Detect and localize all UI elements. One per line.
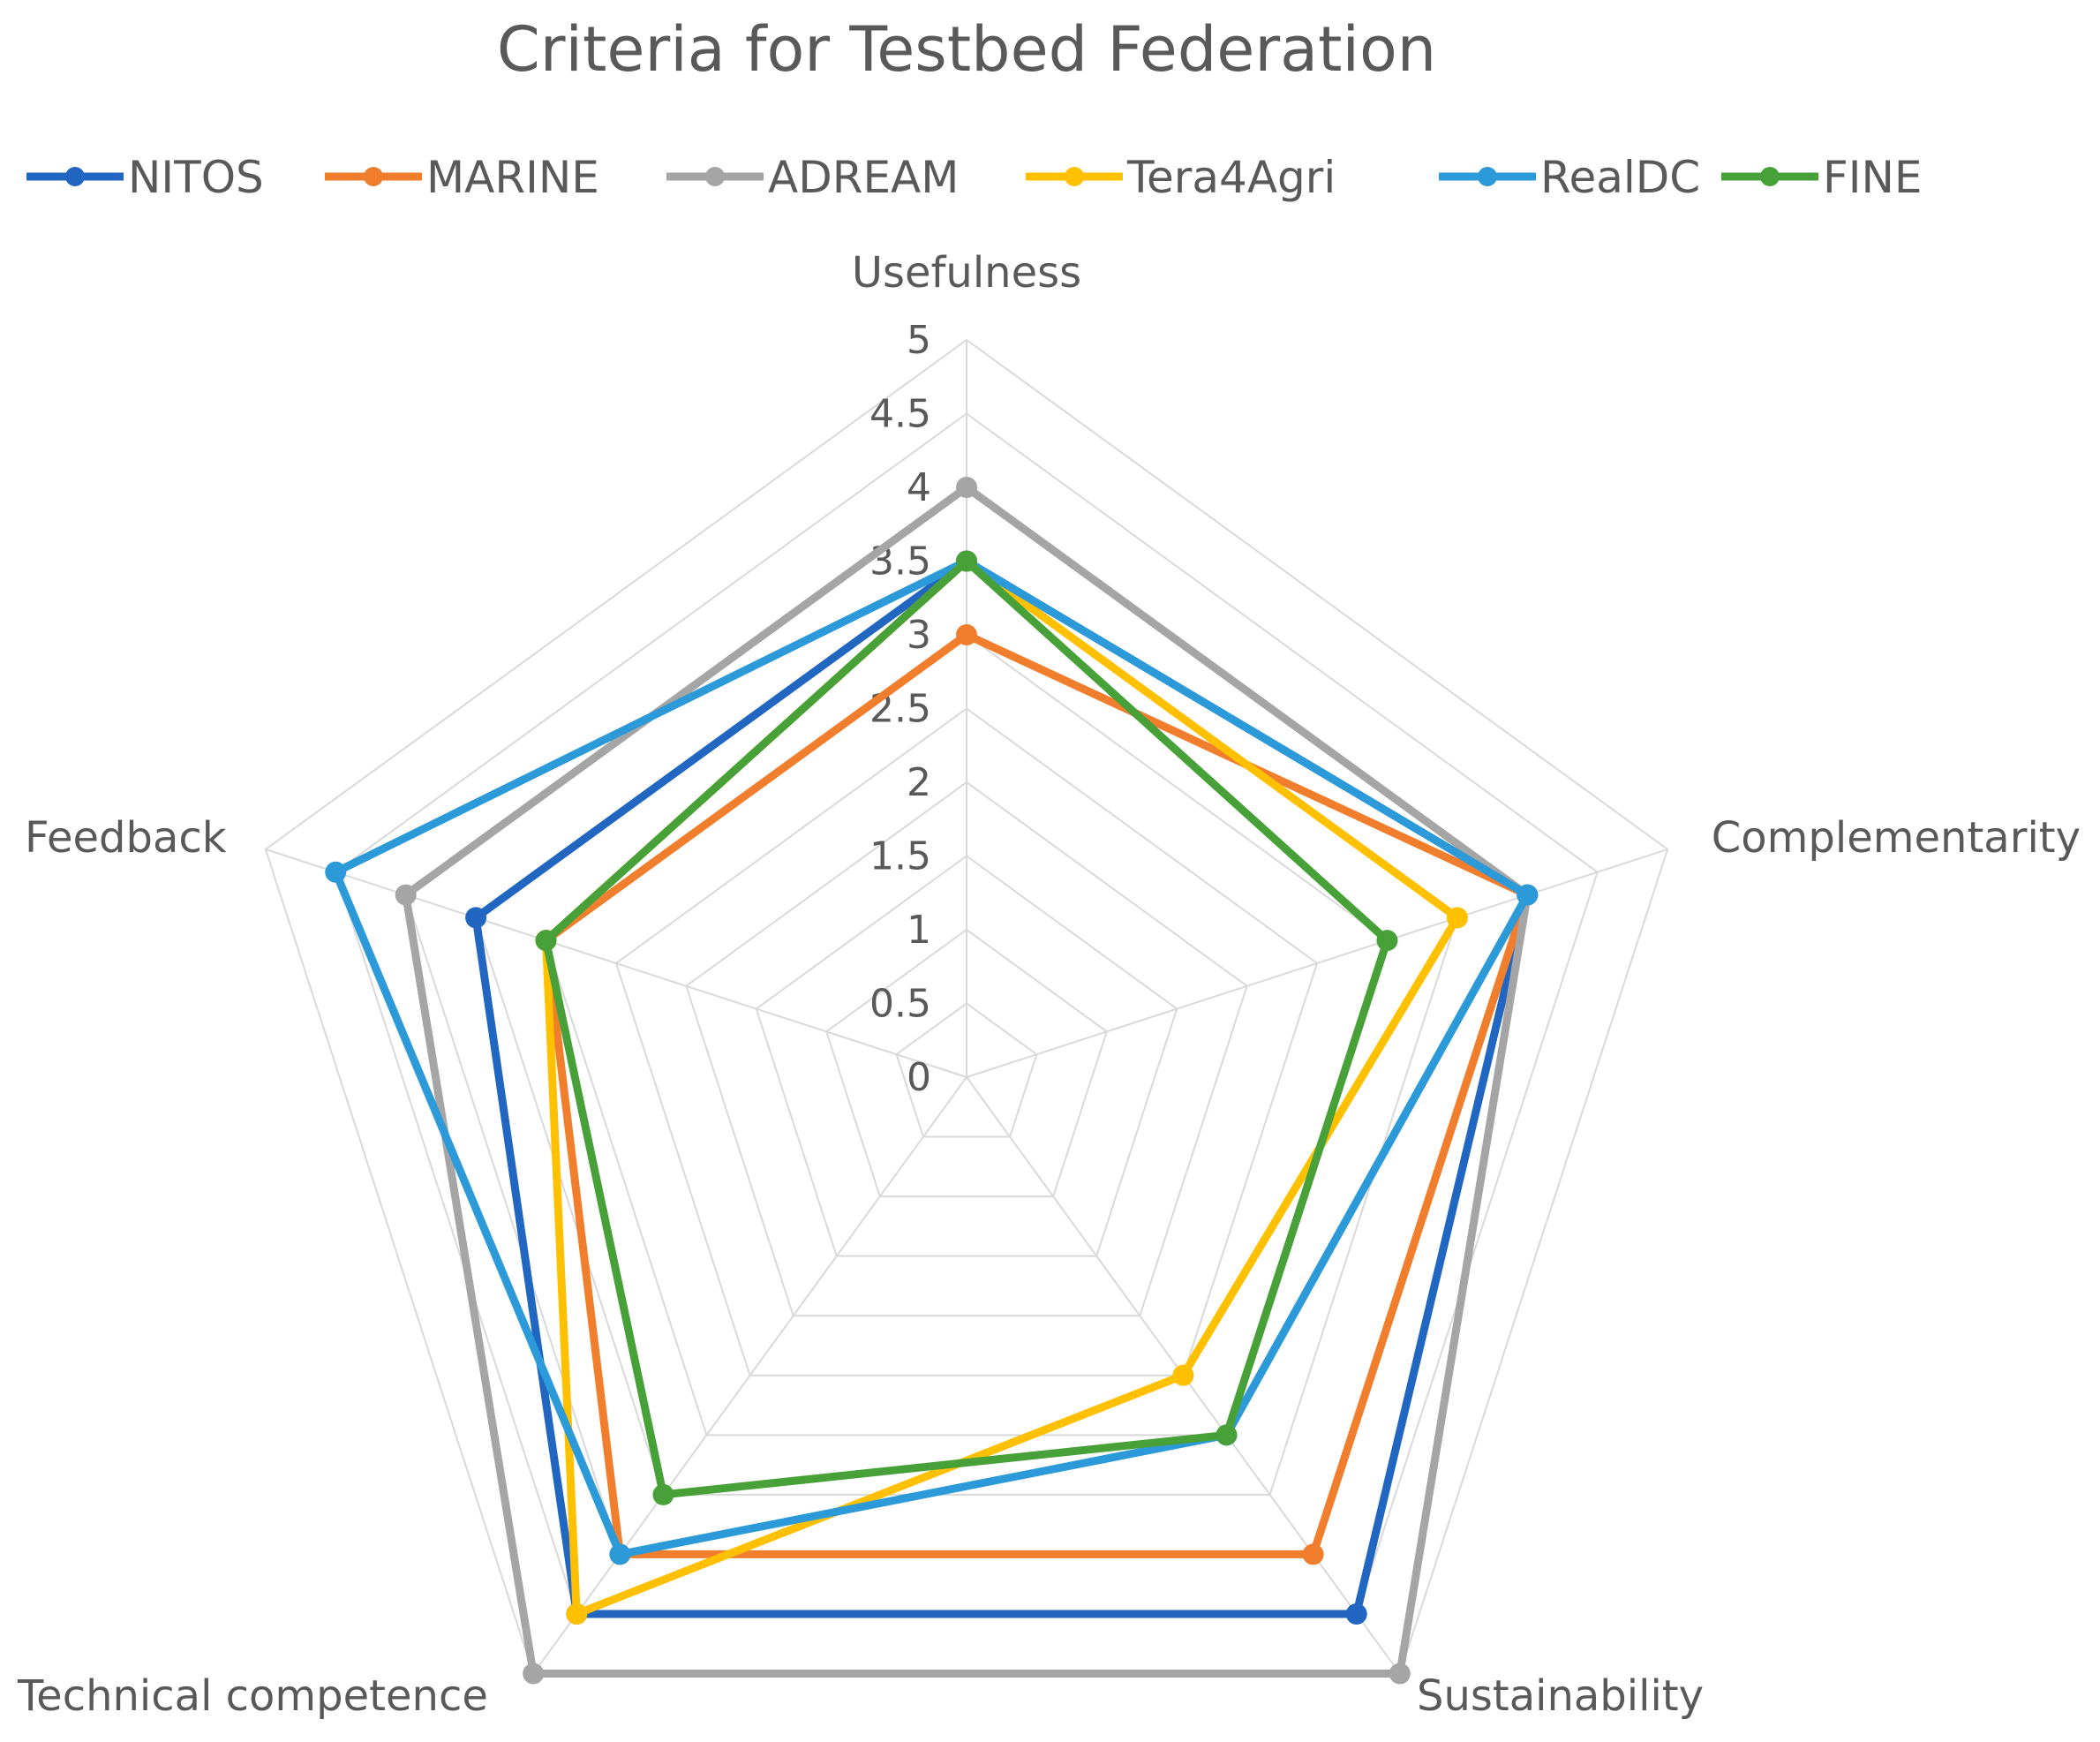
- data-point-realdc-feedback: [325, 861, 347, 883]
- category-label-sustainability: Sustainability: [1417, 1671, 1704, 1721]
- legend-item-adream: ADREAM: [666, 152, 959, 203]
- legend: NITOS MARINE ADREAM Tera4Agri RealDC FINE: [26, 152, 1923, 203]
- data-point-fine-technical-competence: [652, 1483, 674, 1505]
- series-line-adream: [402, 483, 1532, 1678]
- tick-label: 0: [907, 1055, 931, 1100]
- legend-marker: [1478, 167, 1497, 186]
- grid-ring-5: [614, 707, 1319, 1376]
- grid-ring-4: [685, 781, 1248, 1317]
- data-point-nitos-sustainability: [1345, 1602, 1367, 1625]
- legend-item-marine: MARINE: [325, 152, 599, 203]
- legend-marker: [364, 167, 383, 186]
- tick-label: 2: [907, 760, 931, 805]
- data-point-adream-feedback: [395, 884, 417, 906]
- legend-item-nitos: NITOS: [26, 152, 264, 203]
- legend-marker: [65, 167, 85, 186]
- grid-spoke-feedback: [265, 848, 967, 1078]
- tick-label: 2.5: [869, 687, 931, 732]
- tick-label: 1: [907, 908, 931, 953]
- grid-ring-1: [895, 1002, 1038, 1138]
- grid-spoke-complementarity: [966, 848, 1668, 1078]
- data-point-tera4agri-technical-competence: [566, 1602, 588, 1625]
- series-realdc: [325, 550, 1539, 1565]
- category-label-usefulness: Usefulness: [852, 248, 1081, 298]
- data-point-adream-technical-competence: [523, 1663, 545, 1685]
- data-point-fine-usefulness: [956, 550, 977, 572]
- tick-label: 4: [907, 465, 931, 510]
- legend-label: RealDC: [1540, 152, 1700, 203]
- radial-ticks: 0 0.5 1 1.5 2 2.5 3 3.5 4 4.5 5: [869, 318, 931, 1100]
- grid-ring-3: [755, 855, 1178, 1257]
- radar-grid: [264, 338, 1669, 1675]
- data-point-adream-sustainability: [1389, 1663, 1411, 1685]
- legend-item-realdc: RealDC: [1439, 152, 1700, 203]
- tick-label: 1.5: [869, 834, 931, 879]
- data-point-tera4agri-complementarity: [1446, 907, 1468, 929]
- series-tera4agri: [535, 550, 1468, 1625]
- data-point-marine-sustainability: [1302, 1543, 1324, 1565]
- grid-spoke-technical-competence: [532, 1076, 967, 1675]
- series-fine: [535, 550, 1398, 1505]
- data-point-tera4agri-sustainability: [1172, 1364, 1194, 1386]
- data-point-adream-usefulness: [956, 477, 977, 498]
- legend-label: FINE: [1823, 152, 1923, 203]
- series-line-fine: [542, 557, 1391, 1499]
- tick-label: 3: [907, 613, 931, 658]
- tick-label: 0.5: [869, 982, 931, 1027]
- legend-label: MARINE: [426, 152, 599, 203]
- category-label-feedback: Feedback: [25, 813, 227, 863]
- data-point-nitos-feedback: [465, 907, 487, 929]
- series-line-realdc: [331, 557, 1532, 1558]
- grid-ring-2: [824, 928, 1109, 1198]
- legend-label: Tera4Agri: [1126, 152, 1336, 203]
- series-line-marine: [542, 630, 1532, 1558]
- legend-marker: [705, 167, 725, 186]
- legend-item-fine: FINE: [1721, 152, 1923, 203]
- data-point-fine-complementarity: [1376, 930, 1398, 952]
- tick-label: 3.5: [869, 539, 931, 584]
- legend-marker: [1065, 167, 1084, 186]
- category-labels: Usefulness Complementarity Sustainability T…: [17, 248, 2081, 1721]
- legend-label: ADREAM: [768, 152, 959, 203]
- legend-item-tera4agri: Tera4Agri: [1026, 152, 1336, 203]
- series-lines: [325, 477, 1539, 1685]
- data-point-marine-usefulness: [956, 624, 977, 645]
- data-point-realdc-technical-competence: [609, 1543, 631, 1565]
- tick-label: 4.5: [869, 392, 931, 437]
- category-label-technical-competence: Technical competence: [17, 1671, 488, 1721]
- data-point-fine-feedback: [535, 930, 557, 952]
- series-adream: [395, 477, 1539, 1685]
- category-label-complementarity: Complementarity: [1712, 813, 2081, 863]
- chart-title: Criteria for Testbed Federation: [497, 13, 1436, 86]
- data-point-realdc-complementarity: [1517, 884, 1539, 906]
- tick-label: 5: [907, 318, 931, 363]
- legend-marker: [1760, 167, 1780, 186]
- data-point-fine-sustainability: [1216, 1424, 1238, 1446]
- legend-label: NITOS: [128, 152, 264, 203]
